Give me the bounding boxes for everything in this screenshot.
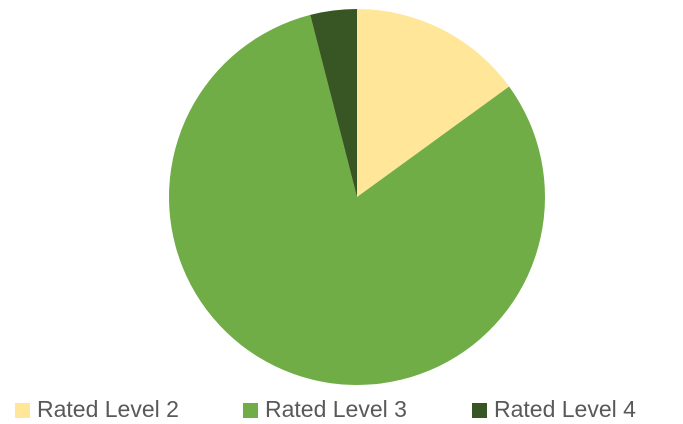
legend-swatch: [472, 403, 487, 418]
legend-swatch: [243, 403, 258, 418]
legend-label: Rated Level 3: [265, 396, 407, 422]
pie-slice: [357, 9, 510, 197]
legend-label: Rated Level 2: [37, 396, 179, 422]
pie-slice: [168, 14, 545, 385]
pie-slice: [310, 9, 357, 197]
legend-label: Rated Level 4: [494, 396, 636, 422]
legend-swatch: [15, 403, 30, 418]
